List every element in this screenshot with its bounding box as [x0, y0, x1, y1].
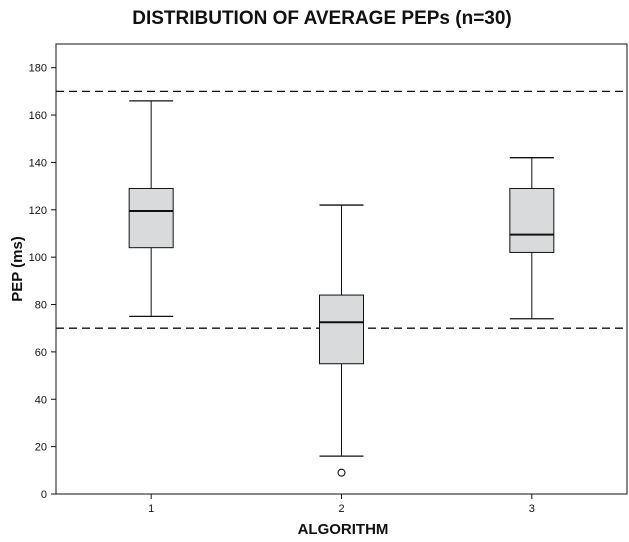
y-tick-label-0: 0: [41, 489, 47, 501]
y-axis: 0 20 40 60 80 100 120 140 160 180: [29, 63, 56, 501]
y-tick-label-140: 140: [29, 157, 47, 169]
x-axis-label: ALGORITHM: [298, 521, 389, 538]
y-tick-label-100: 100: [29, 252, 47, 264]
chart-title: DISTRIBUTION OF AVERAGE PEPs (n=30): [132, 8, 512, 29]
y-tick-label-40: 40: [35, 394, 47, 406]
reference-lines: [56, 90, 627, 329]
iqr-box-3: [509, 187, 555, 253]
y-tick-label-160: 160: [29, 110, 47, 122]
x-axis: 1 2 3: [148, 494, 535, 515]
y-axis-label: PEP (ms): [9, 236, 26, 302]
boxes-group: [128, 100, 555, 477]
box-2: [319, 204, 364, 477]
y-tick-label-20: 20: [35, 442, 47, 454]
x-tick-label-1: 1: [148, 503, 154, 515]
iqr-box-1: [128, 187, 174, 249]
outlier-2-0: [337, 468, 346, 477]
y-tick-label-60: 60: [35, 347, 47, 359]
y-tick-label-180: 180: [29, 63, 47, 75]
x-tick-label-2: 2: [338, 503, 344, 515]
y-tick-label-120: 120: [29, 205, 47, 217]
iqr-box-2: [319, 294, 364, 365]
box-1: [128, 100, 174, 318]
y-tick-label-80: 80: [35, 300, 47, 312]
box-3: [509, 157, 555, 320]
x-tick-label-3: 3: [529, 503, 535, 515]
